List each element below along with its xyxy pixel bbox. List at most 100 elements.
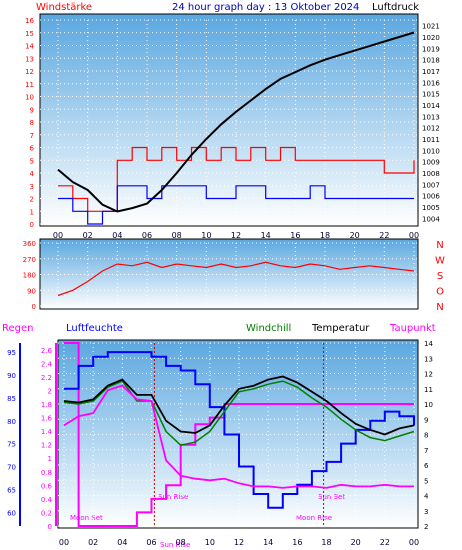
wind-x-tick-label: 00 [409,231,419,240]
wind-tick-label: 8 [30,119,34,127]
wind-x-tick-label: 04 [112,231,122,240]
wind-x-tick-label: 20 [350,231,360,240]
direction-tick-label: 360 [23,240,36,248]
humidity-tick-label: 85 [7,395,16,403]
temp-x-tick-label: 02 [88,538,98,547]
wind-tick-label: 3 [30,183,34,191]
pressure-tick-label: 1019 [422,45,440,53]
direction-compass-label: N [436,302,443,313]
humidity-tick-label: 95 [7,349,16,357]
pressure-tick-label: 1012 [422,125,440,133]
pressure-tick-label: 1016 [422,79,440,87]
humidity-tick-label: 90 [7,372,16,380]
pressure-tick-label: 1008 [422,170,440,178]
temperature-tick-label: 6 [424,462,429,470]
wind-speed-line [58,146,415,212]
direction-tick-label: 270 [23,256,36,264]
pressure-tick-label: 1007 [422,181,440,189]
temperature-tick-label: 11 [424,386,433,394]
wind-tick-label: 12 [25,68,34,76]
temperature-tick-label: 9 [424,416,428,424]
temp-x-tick-label: 20 [351,538,361,547]
temperature-tick-label: 7 [424,447,428,455]
wind-tick-label: 0 [30,221,34,229]
temperature-tick-label: 13 [424,355,433,363]
chart-marks: 1615141312111098765432101021102010191018… [7,17,445,547]
temperature-tick-label: 5 [424,477,428,485]
humidity-tick-label: 75 [7,441,16,449]
pressure-tick-label: 1006 [422,193,440,201]
rain-tick-label: 2.4 [41,360,53,368]
wind-tick-label: 11 [25,81,34,89]
temperature-tick-label: 12 [424,371,433,379]
rain-tick-label: 0 [48,523,52,531]
pressure-tick-label: 1014 [422,102,440,110]
temp-x-tick-label: 22 [380,538,390,547]
pressure-line [57,31,415,213]
pressure-tick-label: 1004 [422,215,440,223]
rain-tick-label: 0.6 [41,482,53,490]
wind-x-tick-label: 06 [142,231,152,240]
moon-rise-label: Moon Rise [296,514,332,522]
wind-tick-label: 6 [30,145,35,153]
pressure-tick-label: 1005 [422,204,440,212]
legend-rain: Regen [2,323,34,334]
wind-x-tick-label: 22 [379,231,389,240]
temperature-line [63,375,415,436]
legend-temperature: Temperatur [311,323,370,334]
wind-direction-line [57,261,415,297]
pressure-tick-label: 1010 [422,147,440,155]
humidity-line [64,351,415,509]
wind-tick-label: 16 [25,17,34,25]
humidity-tick-label: 80 [7,418,16,426]
humidity-tick-label: 60 [7,509,16,517]
sun-set-label: Sun Set [318,493,345,501]
rain-tick-label: 0.8 [41,469,52,477]
rain-tick-label: 1.6 [41,415,53,423]
pressure-tick-label: 1009 [422,159,440,167]
rain-tick-label: 2 [48,387,52,395]
pressure-tick-label: 1015 [422,91,440,99]
rain-tick-label: 1 [48,455,52,463]
wind-tick-label: 5 [30,157,34,165]
rain-tick-label: 1.8 [41,401,52,409]
temp-x-tick-label: 00 [409,538,419,547]
temperature-tick-label: 8 [424,432,428,440]
wind-tick-label: 7 [30,132,34,140]
wind-tick-label: 2 [30,196,34,204]
pressure-tick-label: 1013 [422,113,440,121]
wind-x-tick-label: 18 [320,231,330,240]
temperature-tick-label: 3 [424,508,428,516]
moon-set-label: Moon Set [70,514,103,522]
temp-x-tick-label: 00 [59,538,69,547]
direction-compass-label: S [437,271,443,282]
wind-speed-label: Windstärke [36,2,92,13]
wind-x-tick-label: 08 [172,231,182,240]
temperature-tick-label: 14 [424,340,433,348]
legend-windchill: Windchill [246,323,291,334]
wind-tick-label: 14 [25,43,34,51]
temp-x-tick-label: 06 [146,538,156,547]
temp-x-tick-label: 18 [321,538,331,547]
rain-tick-label: 0.4 [41,496,53,504]
temp-x-tick-label: 14 [263,538,273,547]
temperature-tick-label: 10 [424,401,433,409]
pressure-tick-label: 1018 [422,57,440,65]
pressure-label: Luftdruck [372,2,419,13]
direction-tick-label: 0 [32,303,36,311]
wind-x-tick-label: 14 [261,231,271,240]
sun-rise-label: Sun Rise [158,493,188,501]
direction-compass-label: N [436,240,443,251]
rain-tick-label: 1.4 [41,428,53,436]
temperature-tick-label: 4 [424,493,429,501]
rain-tick-label: 1.2 [41,442,52,450]
direction-compass-label: O [436,287,444,298]
wind-tick-label: 15 [25,30,34,38]
direction-tick-label: 90 [27,287,36,295]
pressure-tick-label: 1020 [422,34,440,42]
pressure-tick-label: 1017 [422,68,440,76]
pressure-tick-label: 1011 [422,136,440,144]
legend-humidity: Luftfeuchte [66,323,123,334]
wind-x-tick-label: 16 [290,231,300,240]
